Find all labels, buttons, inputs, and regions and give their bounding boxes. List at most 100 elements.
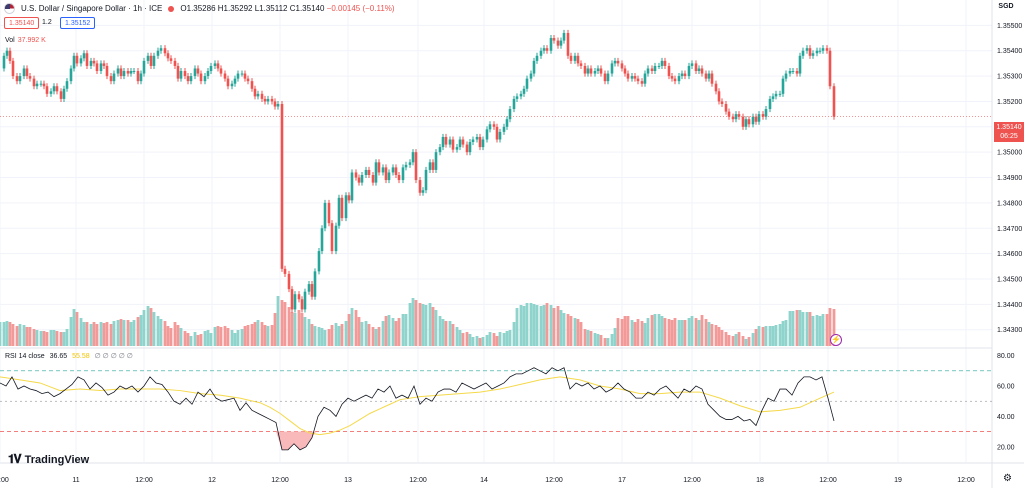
volume-bar xyxy=(700,315,704,346)
volume-bar xyxy=(300,313,304,346)
candle-body xyxy=(593,71,597,74)
volume-bar xyxy=(139,315,143,346)
candle-body xyxy=(75,55,79,64)
candle-body xyxy=(223,73,227,79)
candle-body xyxy=(122,71,126,77)
candle-body xyxy=(411,152,415,163)
volume-bar xyxy=(109,324,113,346)
last-price-tag: 1.35140 06:25 xyxy=(994,122,1024,142)
gear-icon[interactable]: ⚙ xyxy=(1003,473,1012,484)
tradingview-logo[interactable]: 𝟏𝐕 TradingView xyxy=(8,452,89,467)
volume-bar xyxy=(643,323,647,346)
rsi-tick-label: 20.00 xyxy=(997,444,1015,451)
volume-bar xyxy=(697,320,701,346)
candle-body xyxy=(199,73,203,82)
candle-body xyxy=(717,91,721,102)
candle-body xyxy=(519,93,523,97)
candle-body xyxy=(72,55,76,69)
time-tick-label: 12:00 xyxy=(957,477,975,484)
volume-bar xyxy=(387,315,391,346)
candle-body xyxy=(303,291,307,310)
volume-bar xyxy=(475,336,479,346)
candle-body xyxy=(606,73,610,82)
candle-body xyxy=(360,175,364,183)
candle-body xyxy=(22,68,26,77)
volume-bar xyxy=(579,322,583,346)
rsi-legend[interactable]: RSI 14 close 36.65 55.58 ∅ ∅ ∅ ∅ ∅ xyxy=(5,352,133,360)
candle-body xyxy=(798,55,802,74)
volume-bar xyxy=(529,303,533,346)
candle-body xyxy=(408,162,412,165)
volume-bar xyxy=(576,319,580,346)
candle-body xyxy=(465,144,469,153)
candle-body xyxy=(317,251,321,272)
lightning-icon[interactable]: ⚡ xyxy=(830,334,842,346)
candle-body xyxy=(404,164,408,168)
volume-bar xyxy=(176,325,180,346)
volume-bar xyxy=(559,310,563,346)
candle-body xyxy=(39,83,43,85)
volume-bar xyxy=(226,328,230,346)
volume-bar xyxy=(657,314,661,346)
candle-body xyxy=(455,147,459,150)
volume-bar xyxy=(441,319,445,346)
volume-bar xyxy=(478,338,482,346)
candle-body xyxy=(186,76,190,82)
volume-bar xyxy=(438,316,442,346)
candle-body xyxy=(105,65,109,77)
brand-name: TradingView xyxy=(24,453,90,466)
volume-bar xyxy=(59,332,63,346)
candle-body xyxy=(825,48,829,51)
volume-bar xyxy=(317,327,321,346)
volume-bar xyxy=(549,305,553,346)
volume-bar xyxy=(82,322,86,346)
volume-bar xyxy=(5,321,9,346)
symbol-title[interactable]: U.S. Dollar / Singapore Dollar · 1h · IC… xyxy=(21,4,163,13)
volume-bar xyxy=(596,334,600,346)
volume-bar xyxy=(828,308,832,346)
candle-body xyxy=(444,136,448,145)
candle-body xyxy=(397,175,401,181)
candle-body xyxy=(475,136,479,140)
volume-bar xyxy=(535,305,539,346)
price-tick-label: 1.34600 xyxy=(997,251,1022,258)
volume-bar xyxy=(65,329,69,346)
candle-body xyxy=(414,152,418,181)
candle-body xyxy=(293,294,297,310)
candle-body xyxy=(771,96,775,99)
sell-price-button[interactable]: 1.35140 xyxy=(4,17,40,29)
volume-bar xyxy=(102,323,106,346)
volume-bar xyxy=(122,320,126,346)
volume-bar xyxy=(260,322,264,346)
candle-body xyxy=(673,78,677,82)
candle-body xyxy=(478,136,482,148)
volume-bar xyxy=(768,326,772,346)
candle-body xyxy=(657,65,661,67)
candle-body xyxy=(173,60,177,66)
candle-body xyxy=(250,81,254,89)
volume-bar xyxy=(663,318,667,346)
candle-body xyxy=(32,78,36,87)
candle-body xyxy=(5,50,9,56)
candle-body xyxy=(535,55,539,61)
volume-legend[interactable]: Vol 37.992 K xyxy=(5,37,46,44)
volume-bar xyxy=(334,323,338,346)
candle-body xyxy=(731,116,735,120)
volume-bar xyxy=(623,316,627,346)
candle-body xyxy=(179,71,183,79)
candle-body xyxy=(28,76,32,79)
candle-body xyxy=(169,58,173,61)
volume-bar xyxy=(196,335,200,346)
time-tick-label: 12:00 xyxy=(545,477,563,484)
candle-body xyxy=(216,63,220,69)
candle-body xyxy=(801,50,805,56)
candle-body xyxy=(764,109,768,117)
currency-label[interactable]: SGD xyxy=(998,3,1014,10)
candle-body xyxy=(391,167,395,173)
candle-body xyxy=(401,167,405,181)
candle-body xyxy=(556,40,560,46)
candle-body xyxy=(297,294,301,300)
ohlc-low: L1.35112 xyxy=(254,4,288,13)
buy-price-button[interactable]: 1.35152 xyxy=(60,17,96,29)
